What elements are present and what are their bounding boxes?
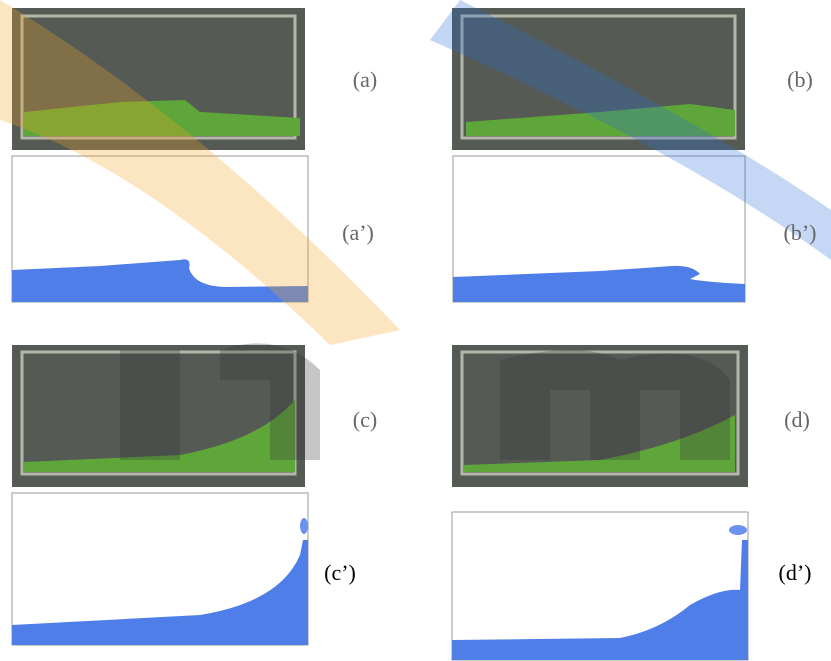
panel-label: (d’) — [779, 560, 812, 585]
panel-label: (c’) — [324, 560, 356, 585]
panel-label: (c) — [353, 407, 377, 432]
panel-label: (a) — [353, 67, 377, 92]
sim-c — [12, 493, 308, 645]
sim-d — [452, 512, 748, 660]
panel-label: (d) — [784, 407, 810, 432]
panel-label: (b) — [787, 67, 813, 92]
panel-label: (a’) — [342, 220, 374, 245]
sim-b — [453, 156, 745, 302]
figure: (a) (b) (a’) (b’) (c) (d) (c’) (d’) — [0, 0, 831, 661]
panel-label: (b’) — [784, 220, 817, 245]
